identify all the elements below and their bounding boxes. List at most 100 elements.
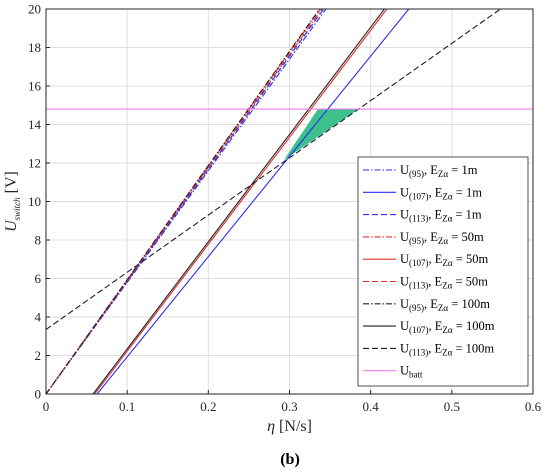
legend-entry: U(113), EZα = 100m <box>400 341 494 357</box>
legend-part-sub1: (113) <box>409 214 428 224</box>
y-tick-label: 20 <box>28 2 41 17</box>
legend-entry: U(95), EZα = 1m <box>400 163 478 179</box>
x-tick-label: 0.6 <box>525 399 542 414</box>
legend-part-eq: = 100m <box>448 297 490 311</box>
y-axis-ticks: 0 2 4 6 8 10 12 14 16 18 20 <box>28 2 50 402</box>
legend-part-mid: , E <box>424 163 438 177</box>
legend-entry: U(107), EZα = 1m <box>400 185 482 201</box>
legend-part-name: U <box>400 364 409 378</box>
legend-part-eq: = 1m <box>453 185 483 199</box>
legend-part-name: U <box>400 275 409 289</box>
legend-entry: U(113), EZα = 1m <box>400 208 482 224</box>
legend-part-name: U <box>400 185 409 199</box>
legend-part-sub1: (113) <box>409 281 428 291</box>
y-axis-unit: [V] <box>3 171 20 197</box>
legend-part-sub2: Zα <box>442 325 452 335</box>
legend-part-sub2: Zα <box>438 169 448 179</box>
series-line-1 <box>96 9 410 394</box>
x-tick-label: 0.4 <box>363 399 380 414</box>
y-axis-subscript: switch <box>12 197 22 221</box>
x-tick-label: 0 <box>43 399 50 414</box>
y-axis-label: Uswitch [V] <box>3 171 22 232</box>
legend-part-sub2: Zα <box>442 191 452 201</box>
legend-part-name: U <box>400 341 409 355</box>
legend-part-name: U <box>400 208 409 222</box>
legend-part-sub2: Zα <box>442 347 452 357</box>
y-tick-label: 4 <box>35 310 42 325</box>
legend-part-mid: , E <box>424 230 438 244</box>
legend-part-sub1: (107) <box>409 258 429 268</box>
legend-part-sub1: batt <box>409 370 423 380</box>
legend-entry: Ubatt <box>400 364 423 380</box>
legend-part-eq: = 1m <box>448 163 478 177</box>
legend-entry: U(107), EZα = 50m <box>400 252 488 268</box>
x-tick-label: 0.2 <box>200 399 216 414</box>
series-line-3 <box>46 9 323 394</box>
legend-part-sub1: (95) <box>409 169 424 179</box>
legend-part-sub2: Zα <box>442 281 452 291</box>
legend-part-mid: , E <box>429 185 443 199</box>
y-tick-label: 6 <box>35 271 42 286</box>
series-line-5 <box>46 9 321 394</box>
legend-part-name: U <box>400 319 409 333</box>
y-tick-label: 0 <box>35 387 42 402</box>
legend-part-sub2: Zα <box>438 236 448 246</box>
legend-part-mid: , E <box>429 252 443 266</box>
legend-part-eq: = 100m <box>453 319 495 333</box>
y-tick-label: 12 <box>28 156 41 171</box>
series-lines <box>46 9 533 394</box>
legend-part-sub1: (95) <box>409 236 424 246</box>
series-line-6 <box>46 9 320 394</box>
legend-entry: U(95), EZα = 50m <box>400 230 484 246</box>
legend-part-mid: , E <box>428 208 442 222</box>
series-line-8 <box>46 9 501 330</box>
legend-part-mid: , E <box>424 297 438 311</box>
shaded-feasible-region <box>283 109 359 161</box>
legend-entry: U(113), EZα = 50m <box>400 275 488 291</box>
y-tick-label: 10 <box>28 194 41 209</box>
legend-part-name: U <box>400 297 409 311</box>
legend-part-mid: , E <box>428 275 442 289</box>
shaded-region-group <box>283 109 359 161</box>
x-axis-symbol: η <box>267 418 275 435</box>
legend-part-name: U <box>400 230 409 244</box>
legend-entry: U(95), EZα = 100m <box>400 297 490 313</box>
legend-part-eq: = 1m <box>452 208 482 222</box>
series-line-0 <box>46 9 327 394</box>
legend-part-eq: = 50m <box>453 252 489 266</box>
legend-part-eq: = 50m <box>452 275 488 289</box>
legend: U(95), EZα = 1mU(107), EZα = 1mU(113), E… <box>357 156 529 387</box>
x-tick-label: 0.1 <box>119 399 135 414</box>
legend-part-mid: , E <box>429 319 443 333</box>
x-axis-unit: [N/s] <box>275 418 312 435</box>
y-tick-label: 18 <box>28 40 41 55</box>
legend-part-sub1: (113) <box>409 347 428 357</box>
series-line-7 <box>92 9 385 394</box>
legend-part-sub1: (107) <box>409 191 429 201</box>
legend-part-sub1: (107) <box>409 325 429 335</box>
y-tick-label: 16 <box>28 79 42 94</box>
legend-part-mid: , E <box>428 341 442 355</box>
y-tick-label: 14 <box>28 117 42 132</box>
legend-box <box>357 156 529 387</box>
y-axis-symbol: U <box>3 219 20 232</box>
legend-entry: U(107), EZα = 100m <box>400 319 495 335</box>
x-axis-label: η [N/s] <box>267 418 312 435</box>
legend-part-sub2: Zα <box>442 214 452 224</box>
y-tick-label: 8 <box>35 233 42 248</box>
legend-part-eq: = 50m <box>448 230 484 244</box>
legend-part-eq: = 100m <box>452 341 494 355</box>
legend-part-name: U <box>400 163 409 177</box>
x-tick-label: 0.3 <box>281 399 297 414</box>
legend-part-sub1: (95) <box>409 303 424 313</box>
series-line-4 <box>94 9 388 394</box>
figure-caption: (b) <box>280 451 300 468</box>
legend-part-name: U <box>400 252 409 266</box>
x-axis-ticks: 0 0.1 0.2 0.3 0.4 0.5 0.6 <box>43 390 542 414</box>
x-tick-label: 0.5 <box>444 399 460 414</box>
series-line-2 <box>46 9 325 394</box>
y-tick-label: 2 <box>35 348 42 363</box>
legend-part-sub2: Zα <box>442 258 452 268</box>
legend-part-sub2: Zα <box>438 303 448 313</box>
